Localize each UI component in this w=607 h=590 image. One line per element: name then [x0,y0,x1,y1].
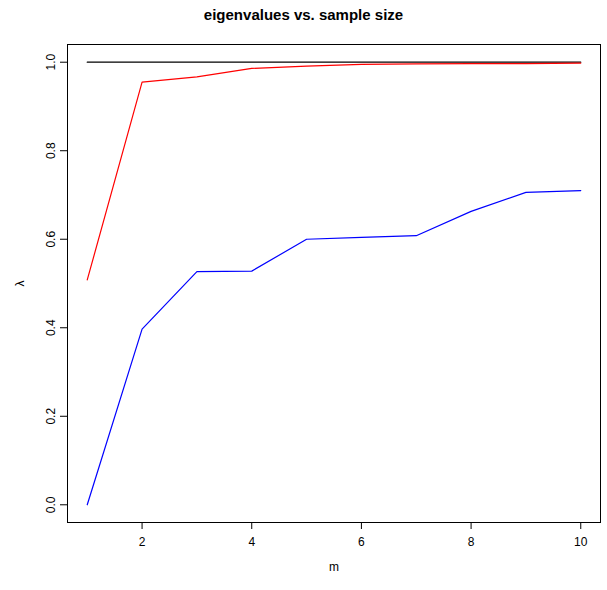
svg-text:0.6: 0.6 [44,231,58,248]
svg-text:1.0: 1.0 [44,54,58,71]
html-text:eigenvalues vs. sample size: eigenvalues vs. sample size [203,6,404,23]
svg-text:8: 8 [468,535,475,549]
svg-text:4: 4 [248,535,255,549]
svg-text:λ: λ [13,281,27,287]
svg-text:6: 6 [358,535,365,549]
svg-text:2: 2 [139,535,146,549]
svg-text:0.8: 0.8 [44,142,58,159]
svg-text:0.2: 0.2 [44,408,58,425]
svg-text:m: m [329,560,339,574]
svg-text:10: 10 [574,535,588,549]
svg-text:0.0: 0.0 [44,496,58,513]
svg-text:0.4: 0.4 [44,319,58,336]
